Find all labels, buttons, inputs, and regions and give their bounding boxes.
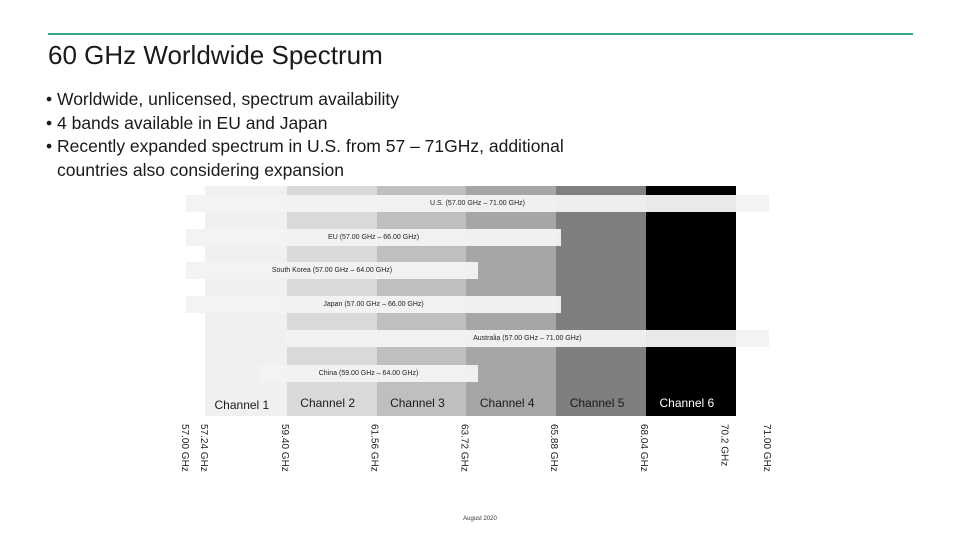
slide-title: 60 GHz Worldwide Spectrum (48, 40, 383, 70)
channel-label: Channel 1 (214, 398, 270, 412)
frequency-tick-label: 57.24 GHz (197, 424, 209, 472)
frequency-tick-label: 71.00 GHz (761, 424, 772, 472)
channel-label: Channel 2 (300, 396, 356, 410)
region-bar: EU (57.00 GHz – 66.00 GHz) (186, 229, 562, 246)
bullet-list: • Worldwide, unlicensed, spectrum availa… (46, 88, 564, 182)
channel-label: Channel 4 (479, 396, 535, 410)
bullet-item: • Worldwide, unlicensed, spectrum availa… (46, 89, 400, 109)
region-bar: China (59.00 GHz – 64.00 GHz) (259, 365, 478, 382)
frequency-tick-label: 68.04 GHz (637, 424, 649, 472)
frequency-tick-label: 59.40 GHz (278, 424, 290, 472)
frequency-tick-label: 70.2 GHz (718, 424, 730, 467)
footer-date: August 2020 (463, 516, 497, 522)
frequency-tick-label: 65.88 GHz (548, 424, 560, 472)
channel-label: Channel 5 (569, 396, 625, 410)
frequency-tick-label: 57.00 GHz (179, 424, 190, 472)
channel-label: Channel 6 (659, 396, 715, 410)
frequency-tick-label: 63.72 GHz (458, 424, 470, 472)
frequency-tick-label: 61.56 GHz (368, 424, 380, 472)
region-bar: U.S. (57.00 GHz – 71.00 GHz) (186, 195, 769, 212)
bullet-item: • Recently expanded spectrum in U.S. fro… (46, 136, 564, 156)
title-accent-rule (48, 33, 913, 35)
region-bar: Australia (57.00 GHz – 71.00 GHz) (285, 330, 769, 347)
region-bar: South Korea (57.00 GHz – 64.00 GHz) (186, 262, 478, 279)
region-bar: Japan (57.00 GHz – 66.00 GHz) (186, 296, 562, 313)
bullet-item: • 4 bands available in EU and Japan (46, 112, 328, 133)
channel-label: Channel 3 (390, 396, 445, 410)
bullet-continuation: countries also considering expansion (57, 159, 344, 180)
channel-band-6 (645, 186, 736, 416)
channel-band-5 (556, 186, 646, 416)
